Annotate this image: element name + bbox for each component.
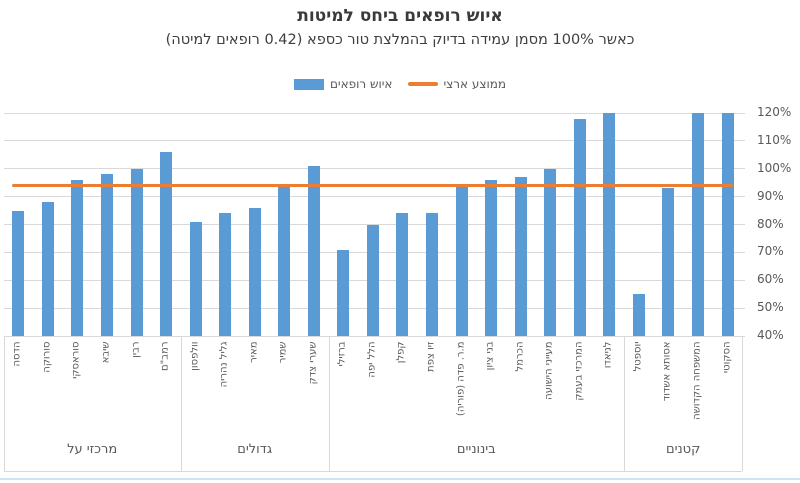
bar bbox=[691, 113, 704, 336]
bar bbox=[189, 221, 202, 336]
bar bbox=[100, 174, 113, 336]
y-axis-tick-label: 110% bbox=[757, 132, 792, 147]
category-label: שמיר bbox=[277, 341, 289, 364]
bar bbox=[455, 185, 468, 336]
group-divider bbox=[328, 336, 330, 471]
x-axis-line bbox=[3, 336, 745, 337]
group-divider bbox=[3, 336, 5, 471]
bar bbox=[544, 168, 557, 336]
gridline bbox=[3, 168, 745, 170]
group-label: בינוניים bbox=[456, 442, 496, 457]
category-label: הדסה bbox=[11, 341, 23, 367]
category-label: שיבא bbox=[100, 341, 112, 364]
bar bbox=[12, 210, 25, 336]
bars-legend-label: איוש רופאים bbox=[329, 77, 393, 91]
group-divider bbox=[624, 336, 626, 471]
category-label: סוראסקי bbox=[70, 341, 82, 379]
category-label: לניאדו bbox=[602, 341, 614, 369]
bar bbox=[219, 213, 232, 336]
y-axis-tick-label: 90% bbox=[757, 188, 784, 203]
bar bbox=[662, 188, 675, 336]
group-label: קטנים bbox=[665, 442, 701, 457]
bars-legend-swatch bbox=[293, 78, 324, 90]
category-label: הכרמל bbox=[514, 341, 526, 372]
y-axis-tick-label: 50% bbox=[757, 300, 784, 315]
category-label: וולפסון bbox=[189, 341, 201, 371]
y-axis-tick-label: 80% bbox=[757, 216, 784, 231]
category-label: רמב"ם bbox=[159, 341, 171, 371]
category-label: קפלן bbox=[395, 341, 407, 364]
bar bbox=[248, 207, 261, 336]
gridline bbox=[3, 112, 745, 114]
y-axis-tick-label: 120% bbox=[757, 105, 792, 119]
group-divider bbox=[742, 336, 744, 471]
category-label: ברזילי bbox=[336, 341, 348, 367]
group-divider bbox=[180, 336, 182, 471]
category-label: גליל נהריה bbox=[218, 341, 230, 388]
category-label: המשפחה הקדושה bbox=[691, 341, 703, 420]
bottom-edge-line bbox=[0, 478, 800, 480]
category-label: הסקוטי bbox=[721, 341, 732, 374]
bar bbox=[573, 118, 586, 336]
average-line-legend-label: ממוצע ארצי bbox=[443, 77, 507, 91]
bar bbox=[632, 294, 645, 336]
category-label: סורוקה bbox=[41, 341, 53, 373]
category-label: זיו צפת bbox=[425, 341, 437, 372]
bar bbox=[130, 168, 143, 336]
category-label: רבין bbox=[130, 341, 141, 358]
category-label: שערי צדק bbox=[307, 341, 319, 385]
y-axis-tick-label: 60% bbox=[757, 272, 784, 287]
bar bbox=[71, 179, 84, 336]
category-label: מ.ר. פדה (פוריה) bbox=[455, 341, 467, 417]
legend: איוש רופאים ממוצע ארצי bbox=[0, 77, 800, 91]
category-label: יוספטל bbox=[632, 341, 644, 372]
category-label: אסותא אשדוד bbox=[661, 341, 673, 402]
average-line bbox=[12, 183, 734, 187]
bar bbox=[278, 185, 291, 336]
bar bbox=[426, 213, 438, 336]
category-label: מעייני הישועה bbox=[543, 341, 555, 400]
category-label: הלל יפה bbox=[366, 341, 378, 378]
y-axis-tick-label: 40% bbox=[757, 328, 784, 342]
bar bbox=[41, 202, 54, 336]
bar bbox=[366, 224, 379, 336]
bar bbox=[307, 165, 320, 336]
category-label: המרכזי בעמק bbox=[573, 341, 585, 401]
bar bbox=[721, 113, 734, 336]
chart-title: איוש רופאים ביחס למיטות bbox=[297, 6, 503, 26]
bar bbox=[514, 177, 527, 336]
y-axis-tick-label: 100% bbox=[757, 160, 792, 175]
gridline bbox=[3, 140, 745, 142]
category-label: מאיר bbox=[248, 341, 260, 363]
y-axis-tick-label: 70% bbox=[757, 244, 784, 259]
group-label: גדולים bbox=[237, 442, 273, 457]
average-line-legend-swatch bbox=[408, 82, 439, 86]
chart-subtitle: כאשר 100% מסמן עמידה בדיוק בהמלצת טור כס… bbox=[165, 32, 635, 48]
category-area-bottom-line bbox=[3, 471, 743, 472]
group-label: מרכזי על bbox=[67, 442, 118, 457]
bar bbox=[485, 179, 498, 336]
bar bbox=[396, 213, 409, 336]
gridline bbox=[3, 196, 745, 198]
bar bbox=[603, 113, 616, 336]
bar bbox=[160, 152, 173, 336]
bar bbox=[337, 249, 350, 336]
category-label: בני ציון bbox=[484, 341, 496, 371]
